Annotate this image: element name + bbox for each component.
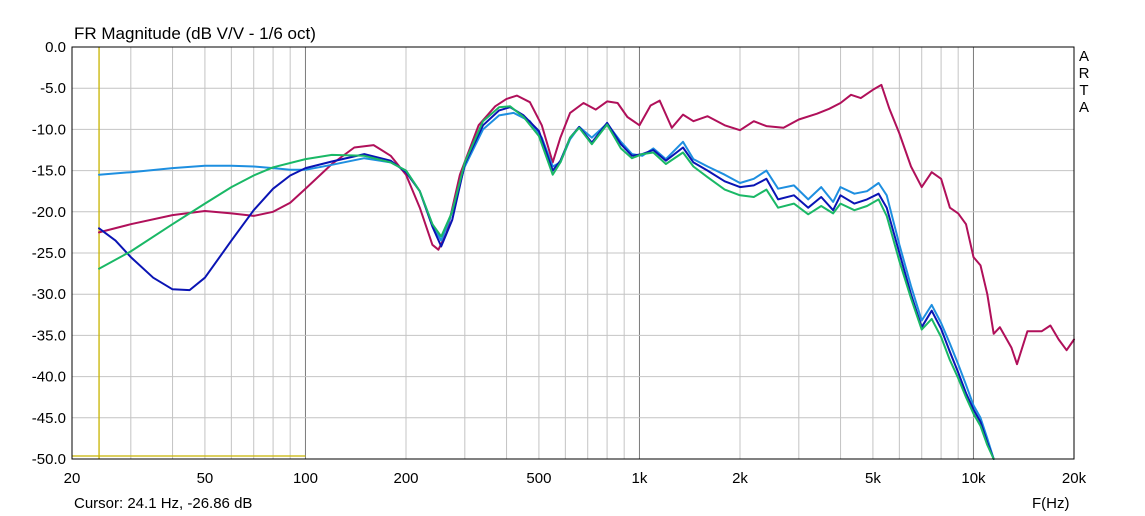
x-tick-label: 20k	[1062, 470, 1087, 487]
y-tick-label: -25.0	[32, 245, 66, 262]
x-tick-label: 10k	[961, 470, 986, 487]
brand-letter: A	[1079, 99, 1089, 116]
y-tick-label: -50.0	[32, 451, 66, 468]
y-tick-label: -20.0	[32, 204, 66, 221]
y-tick-label: -15.0	[32, 163, 66, 180]
x-tick-label: 5k	[865, 470, 881, 487]
brand-letter: R	[1079, 65, 1090, 82]
y-tick-label: -10.0	[32, 121, 66, 138]
y-tick-label: -40.0	[32, 369, 66, 386]
plot-frame	[71, 46, 1075, 460]
y-tick-label: -35.0	[32, 327, 66, 344]
series-line-2	[98, 111, 995, 460]
x-axis-ticks: 20 50 100 200 500 1k 2k 5k 10k 20k	[64, 470, 1087, 487]
brand-letter: T	[1079, 82, 1088, 99]
series-line-4	[98, 105, 995, 460]
cursor-marker	[72, 47, 306, 459]
x-tick-label: 50	[197, 470, 214, 487]
series-line-1	[98, 83, 1075, 366]
chart-title: FR Magnitude (dB V/V - 1/6 oct)	[74, 24, 316, 43]
x-tick-label: 100	[293, 470, 318, 487]
brand-letter: A	[1079, 48, 1089, 65]
x-axis-label: F(Hz)	[1032, 495, 1070, 512]
cursor-readout: Cursor: 24.1 Hz, -26.86 dB	[74, 495, 252, 512]
y-tick-label: -30.0	[32, 286, 66, 303]
series-line-3	[98, 106, 995, 460]
x-tick-label: 200	[393, 470, 418, 487]
series-lines	[98, 83, 1075, 460]
x-tick-label: 2k	[732, 470, 748, 487]
y-tick-label: -45.0	[32, 410, 66, 427]
x-tick-label: 500	[526, 470, 551, 487]
y-axis-ticks: 0.0 -5.0 -10.0 -15.0 -20.0 -25.0 -30.0 -35.0 -40…	[32, 39, 66, 468]
x-tick-label: 1k	[632, 470, 648, 487]
x-tick-label: 20	[64, 470, 81, 487]
y-tick-label: -5.0	[40, 80, 66, 97]
y-tick-label: 0.0	[45, 39, 66, 56]
